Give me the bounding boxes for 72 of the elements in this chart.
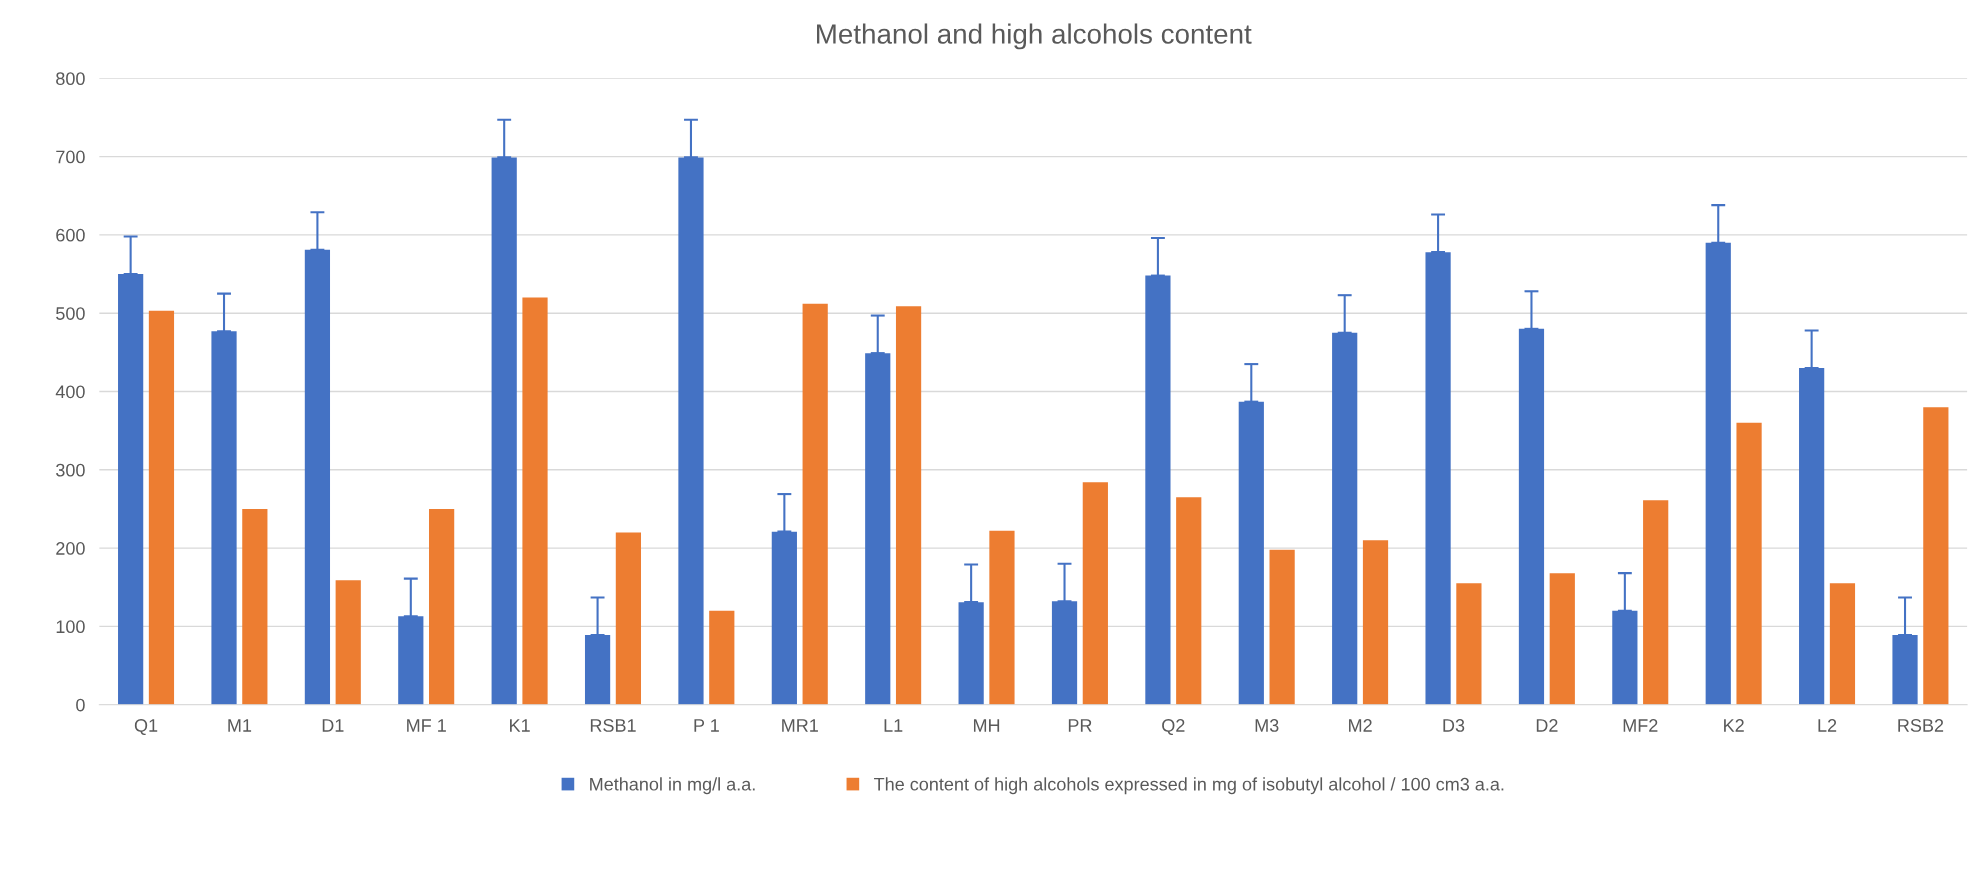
y-tick-label: 200 [56, 542, 85, 555]
legend-label: Methanol in mg/l a.a. [590, 777, 755, 795]
bar [989, 530, 1015, 705]
x-tick-label: PR [1068, 719, 1092, 732]
bar [1736, 422, 1762, 705]
bar [1892, 635, 1918, 705]
y-tick-label: 500 [56, 307, 85, 320]
bar [1238, 401, 1264, 705]
bar [1051, 601, 1078, 705]
bar [1549, 573, 1575, 705]
x-tick-label: MF2 [1623, 719, 1658, 732]
bar [1145, 275, 1171, 705]
bar [1362, 540, 1389, 705]
bar [1176, 497, 1202, 705]
x-tick-label: M1 [228, 719, 252, 732]
bar [1829, 583, 1856, 705]
y-tick-label: 700 [56, 150, 85, 164]
bar [709, 610, 735, 705]
bar [895, 306, 922, 705]
bar [398, 616, 424, 705]
x-tick-label: D2 [1536, 719, 1558, 732]
x-tick-label: L2 [1818, 719, 1837, 732]
bar [1456, 583, 1482, 705]
x-tick-label: Q2 [1162, 719, 1185, 736]
x-tick-label: MH [973, 719, 1000, 732]
bar [242, 508, 268, 705]
bar [1518, 328, 1545, 705]
x-tick-label: M3 [1255, 719, 1279, 732]
bar [304, 249, 331, 705]
bar [865, 353, 891, 705]
y-tick-label: 100 [56, 620, 85, 634]
x-tick-label: M2 [1349, 719, 1372, 732]
bar [1923, 407, 1949, 705]
y-tick-label: 800 [56, 72, 85, 86]
x-tick-label: K2 [1724, 719, 1744, 732]
bar [584, 635, 611, 705]
x-tick-label: RSB1 [590, 719, 636, 732]
bar [1082, 482, 1108, 705]
bar [1425, 252, 1451, 705]
bar [429, 508, 455, 705]
x-tick-label: MR1 [782, 719, 818, 732]
y-tick-label: 400 [55, 385, 85, 399]
x-tick-label: D1 [322, 719, 344, 732]
bar [1332, 332, 1358, 705]
bar [1799, 368, 1825, 705]
y-tick-label: 0 [76, 698, 85, 712]
x-tick-label: P 1 [694, 719, 719, 732]
x-tick-label: Q1 [134, 719, 158, 736]
y-tick-label: 600 [56, 228, 85, 242]
x-tick-label: K1 [510, 719, 530, 732]
bar [802, 303, 828, 705]
bar [211, 331, 237, 705]
bar [1612, 610, 1638, 705]
bar [335, 580, 361, 705]
bar [1269, 549, 1295, 705]
y-tick-label: 300 [56, 463, 85, 477]
bar [678, 157, 704, 705]
bar [958, 602, 984, 705]
bar [1705, 242, 1731, 705]
bar [615, 532, 642, 705]
x-tick-label: RSB2 [1898, 719, 1944, 732]
bar [118, 274, 144, 705]
bar [771, 531, 797, 705]
bar [491, 157, 517, 705]
bar [1643, 500, 1669, 705]
bar [522, 297, 548, 705]
bar [148, 310, 175, 705]
x-tick-label: D3 [1443, 719, 1465, 732]
x-tick-label: MF 1 [407, 719, 446, 732]
legend-label: The content of high alcohols expressed in mg of isobutyl alcohol / 100 cm3 a.a. [874, 777, 1504, 795]
x-tick-label: L1 [884, 719, 903, 732]
chart-title: Methanol and high alcohols content [817, 23, 1252, 50]
